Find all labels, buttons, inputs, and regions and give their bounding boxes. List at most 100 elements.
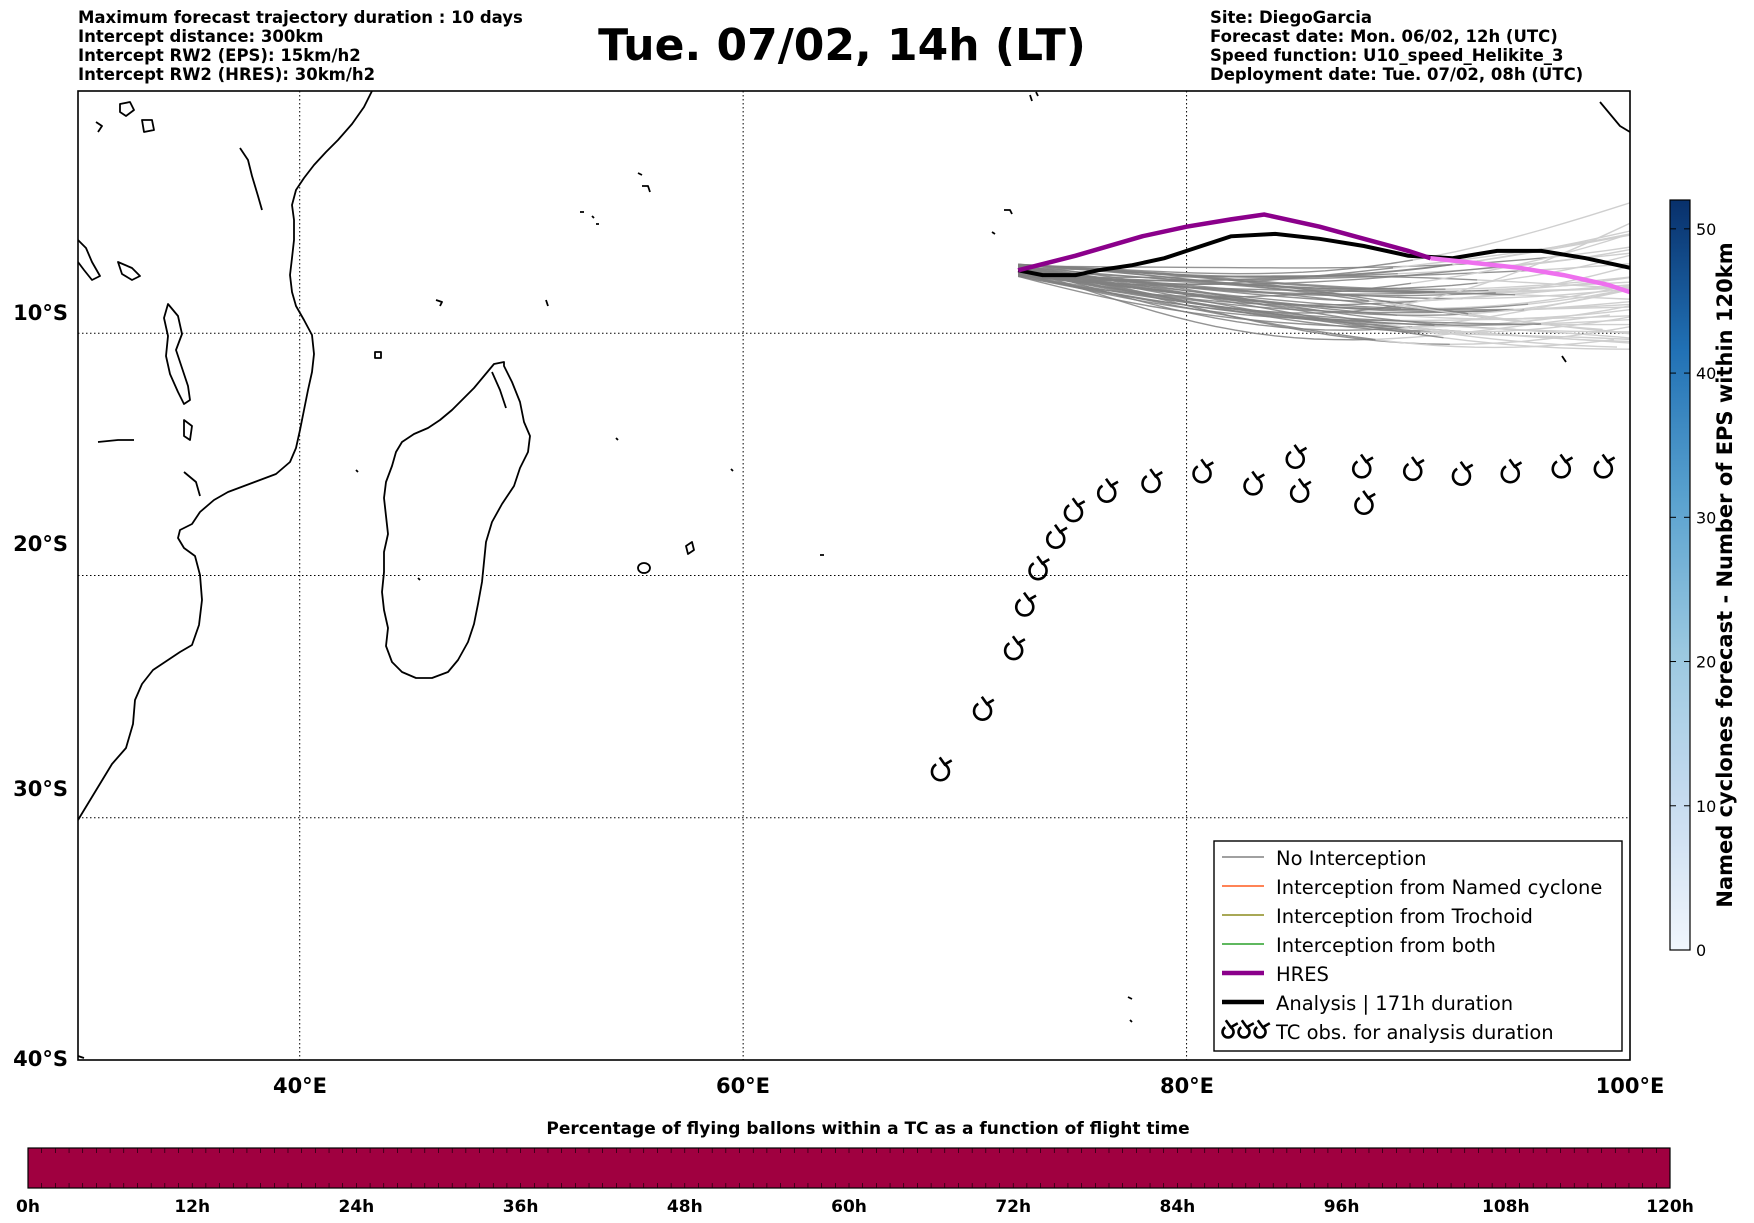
eps-track [1018,263,1453,278]
reunion-island [637,562,651,574]
tc-obs-icon [1253,1019,1271,1039]
eps-track-late [1434,324,1630,339]
colorbar-tick-label: 30 [1696,508,1716,527]
madagascar-shadow [491,371,507,409]
colorbar-tick-label: 0 [1696,941,1706,960]
tc-obs-symbol [1289,478,1312,503]
time-bar: Percentage of flying ballons within a TC… [16,1119,1694,1217]
lake-tanganyika [163,303,191,405]
legend-label: Analysis | 171h duration [1276,992,1513,1015]
eps-track [1017,265,1413,331]
tc-obs-icon [1237,1019,1255,1039]
time-tick-label: 108h [1482,1197,1530,1217]
eps-track-late [1397,308,1630,320]
eps-track [1018,264,1446,291]
lat-tick-label: 40°S [13,1047,68,1071]
lake-malawi [183,419,193,441]
tc-obs-symbol [1063,497,1086,523]
colorbar-label: Named cyclones forecast - Number of EPS … [1713,242,1737,907]
horn-coast [239,147,263,211]
time-tick-label: 24h [339,1197,375,1217]
eps-track-late [1527,263,1630,272]
small-islands-a [435,299,824,556]
eps-track-late [1541,318,1630,325]
eps-track-late [1412,288,1630,328]
eps-track-late [1477,279,1630,290]
run-info-right: Site: DiegoGarcia Forecast date: Mon. 06… [1210,8,1583,84]
eps-track-late [1420,331,1630,341]
hres-track-tail [1430,255,1630,295]
eps-track-late [1468,313,1630,335]
comoros-island [374,351,382,359]
eps-track-late [1498,252,1630,268]
lat-tick-label: 30°S [13,777,68,801]
map-title: Tue. 07/02, 14h (LT) [0,20,1754,71]
colorbar-tick-label: 50 [1696,220,1716,239]
eps-track [1018,256,1549,269]
eps-track-late [1368,300,1603,331]
eps-track-late [1433,316,1630,333]
legend-box [1213,840,1623,1052]
eps-track [1017,265,1421,333]
river-zambezi [97,439,134,443]
tc-obs-symbol [1028,555,1050,581]
tc-obs-symbol [1593,453,1616,479]
eps-tracks [1017,202,1630,350]
eps-track-late [1488,276,1630,292]
eps-track-late [1373,314,1610,341]
mozambique-channel-isle [355,469,421,581]
intercept-hres-text: Intercept RW2 (HRES): 30km/h2 [78,65,376,84]
arabia-fragment [78,239,101,281]
eps-track-late [1452,234,1630,266]
eps-track [1018,263,1516,331]
lon-tick-label: 60°E [716,1074,770,1098]
map-title-text: Tue. 07/02, 14h (LT) [598,20,1086,71]
eps-track-late [1410,326,1630,343]
colorbar-tick-label: 40 [1696,364,1716,383]
colorbar-tick-label: 20 [1696,653,1716,672]
time-tick-label: 36h [503,1197,539,1217]
africa-coastline [78,91,373,821]
seychelles-islands [580,172,651,225]
eps-track-late [1509,303,1630,312]
eps-track-late [1477,254,1630,284]
lon-tick-label: 40°E [273,1074,327,1098]
lon-tick-label: 80°E [1160,1074,1214,1098]
eps-track [1018,275,1516,296]
lat-tick-label: 10°S [13,301,68,325]
colorbar-tick-label: 10 [1696,797,1716,816]
tc-obs-symbol [1096,478,1119,503]
time-tick-label: 120h [1646,1197,1694,1217]
main-tracks [1017,212,1630,295]
eps-track-late [1412,202,1630,261]
eps-track [1018,266,1478,290]
tc-obs-icon [1221,1019,1239,1039]
tc-obs-symbol [1003,635,1026,661]
red-sea-islands [95,101,155,133]
eps-track-late [1443,337,1630,350]
colorbar: 0 10 20 30 40 50 Named cyclones forecast - Nu… [1669,199,1737,960]
tc-obs-symbol [1285,444,1308,469]
eps-track-late [1495,286,1630,294]
tc-obs-symbol [1192,458,1214,484]
lake-victoria [117,261,141,281]
time-tick-label: 84h [1160,1197,1196,1217]
tc-obs-symbol [1243,470,1265,496]
deployment-date-text: Deployment date: Tue. 07/02, 08h (UTC) [1210,65,1584,84]
intercept-eps-text: Intercept RW2 (EPS): 15km/h2 [78,46,361,65]
time-bar-ticks: 0h 12h 24h 36h 48h 60h 72h 84h 96h 108h 120h [16,1148,1694,1217]
eps-track-late [1546,323,1630,326]
eps-track-late [1515,328,1630,333]
tc-obs-symbol [1354,490,1376,515]
lon-axis: 40°E 60°E 80°E 100°E [273,1074,1664,1098]
lat-tick-label: 20°S [13,532,68,556]
tc-obs-symbol [1045,524,1068,549]
eps-track-late [1548,246,1630,259]
eps-track [1018,266,1499,285]
tc-obs-symbol [930,756,953,782]
time-tick-label: 0h [16,1197,40,1217]
legend-label: TC obs. for analysis duration [1275,1021,1554,1044]
tc-obs-symbol [1402,456,1425,482]
legend-label: HRES [1276,963,1329,986]
eps-track-late [1470,281,1630,292]
